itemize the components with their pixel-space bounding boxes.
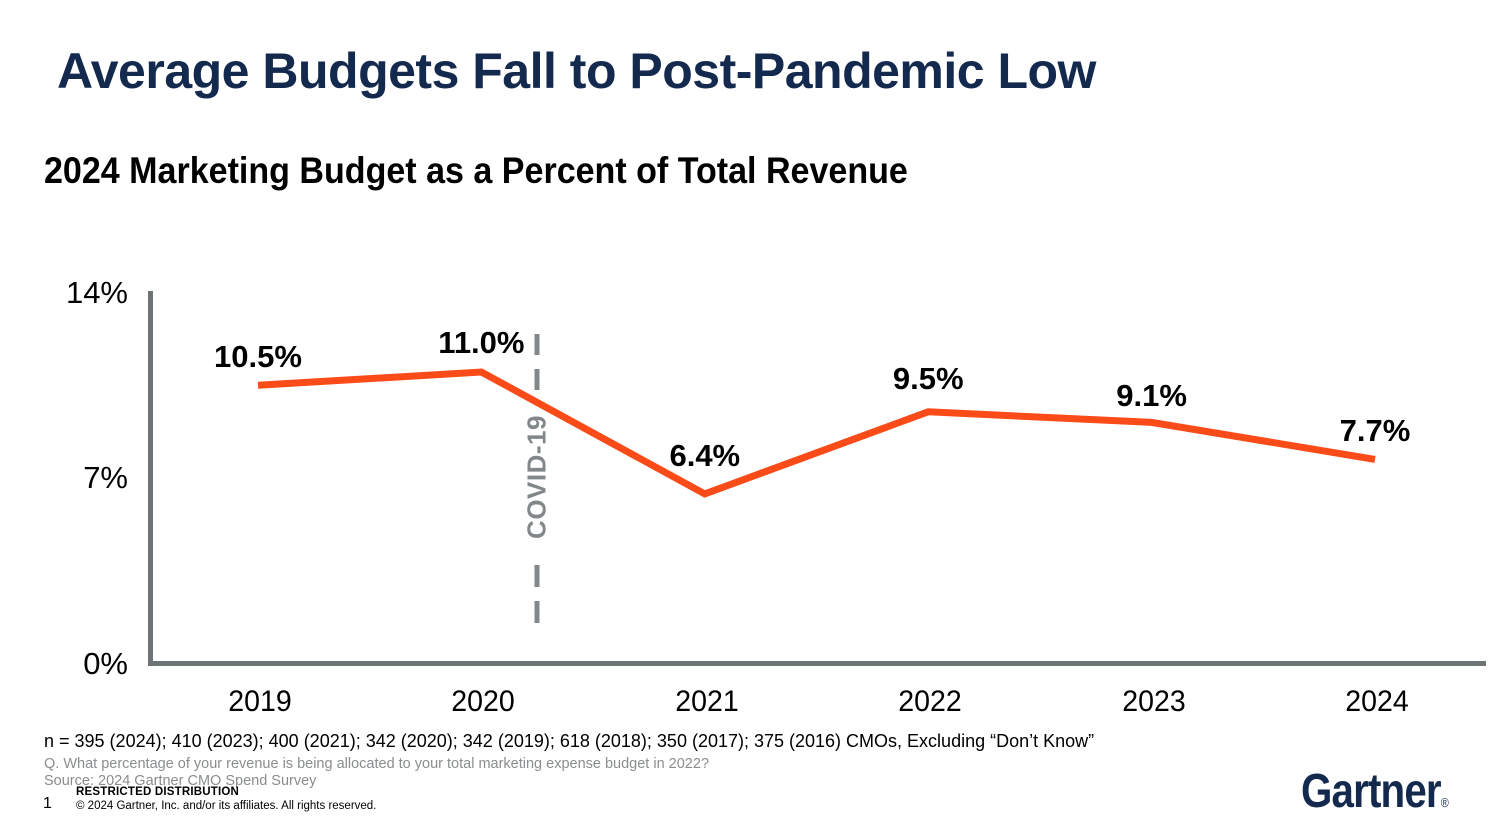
copyright-note: © 2024 Gartner, Inc. and/or its affiliat… (76, 800, 377, 812)
x-axis-line (148, 661, 1486, 666)
chart-subtitle: 2024 Marketing Budget as a Percent of To… (44, 150, 908, 191)
y-axis-line (148, 291, 153, 666)
page-title: Average Budgets Fall to Post-Pandemic Lo… (57, 43, 1096, 99)
covid-19-annotation: COVID-19 (521, 415, 552, 539)
x-tick-2020: 2020 (451, 685, 516, 718)
sample-size-note: n = 395 (2024); 410 (2023); 400 (2021); … (44, 731, 1095, 751)
restricted-distribution-label: RESTRICTED DISTRIBUTION (76, 786, 240, 798)
x-tick-2019: 2019 (228, 685, 292, 718)
budget-trend-line (257, 368, 1376, 498)
x-tick-2022: 2022 (898, 685, 962, 718)
page-number: 1 (43, 795, 52, 812)
x-tick-2021: 2021 (675, 685, 739, 718)
x-tick-2023: 2023 (1121, 685, 1186, 718)
data-label-2024: 7.7% (1339, 413, 1411, 449)
data-label-2022: 9.5% (892, 360, 964, 396)
data-label-2020: 11.0% (438, 325, 525, 360)
y-tick-14pct: 14% (65, 274, 128, 310)
y-tick-7pct: 7% (83, 460, 128, 495)
data-label-2021: 6.4% (669, 437, 741, 473)
registered-trademark-icon: ® (1440, 795, 1449, 810)
data-label-2019: 10.5% (214, 339, 302, 375)
y-tick-0pct: 0% (83, 645, 128, 681)
gartner-logo: Gartner® (1301, 764, 1449, 819)
data-label-2023: 9.1% (1116, 378, 1187, 414)
gartner-logo-text: Gartner (1301, 765, 1442, 818)
source-note: Source: 2024 Gartner CMO Spend Survey (44, 773, 317, 789)
survey-question-note: Q. What percentage of your revenue is be… (44, 756, 710, 772)
x-tick-2024: 2024 (1345, 685, 1409, 718)
